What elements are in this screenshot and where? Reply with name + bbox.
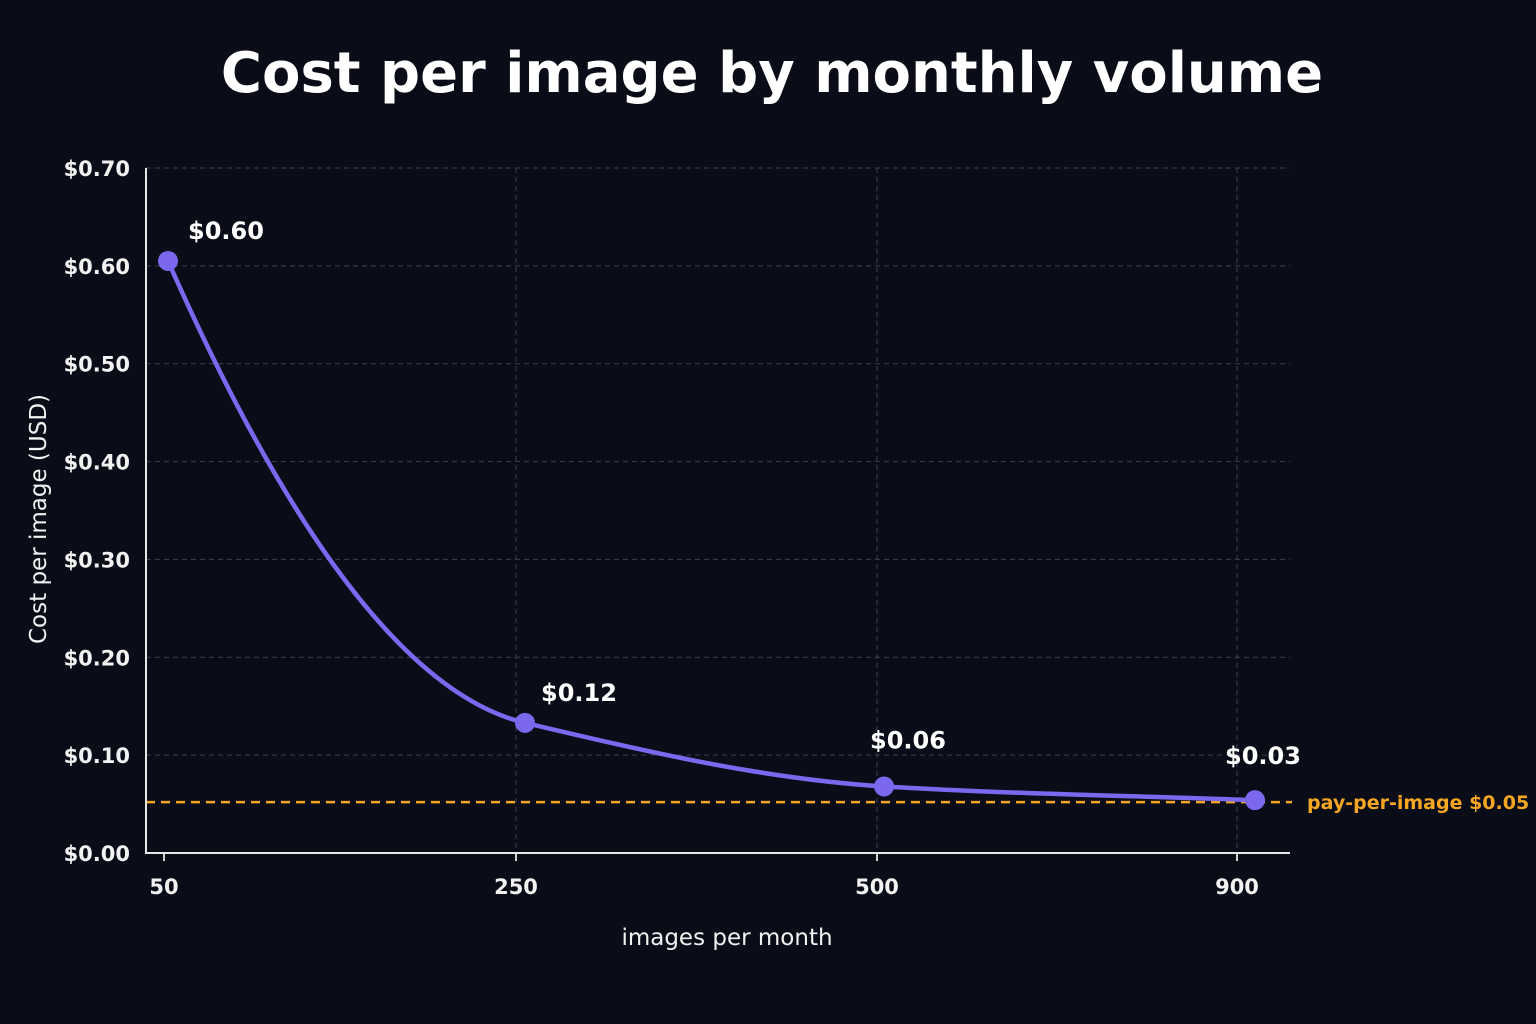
data-label: $0.03	[1225, 742, 1301, 770]
x-tick-label: 900	[1215, 875, 1259, 899]
data-point	[515, 712, 535, 733]
y-tick-label: $0.40	[64, 451, 130, 475]
x-tick-label: 250	[494, 875, 538, 899]
y-tick-label: $0.30	[64, 548, 130, 572]
series-line	[165, 258, 1258, 803]
grid	[146, 167, 1290, 853]
chart-title: Cost per image by monthly volume	[221, 41, 1323, 106]
data-point	[1245, 790, 1265, 811]
data-label: $0.06	[870, 726, 946, 754]
x-tick-label: 50	[149, 875, 178, 899]
y-axis-label: Cost per image (USD)	[26, 394, 52, 644]
reference-line-group: pay-per-image $0.05	[146, 792, 1529, 814]
data-point	[158, 250, 178, 271]
x-tick-label: 500	[855, 875, 899, 899]
x-axis-label: images per month	[621, 925, 832, 951]
y-tick-label: $0.10	[64, 744, 130, 768]
y-tick-label: $0.70	[64, 157, 130, 181]
y-tick-label: $0.00	[64, 842, 130, 866]
axes: $0.00 $0.10 $0.20 $0.30 $0.40 $0.50 $0.60 $0.70…	[64, 157, 1290, 899]
y-tick-label: $0.20	[64, 646, 130, 670]
data-label: $0.12	[541, 679, 617, 707]
series-layer: $0.60 $0.12 $0.06 $0.03	[158, 217, 1301, 811]
reference-line-label: pay-per-image $0.05	[1307, 792, 1529, 814]
y-tick-label: $0.60	[64, 255, 130, 279]
data-label: $0.60	[188, 217, 264, 245]
data-point	[874, 776, 894, 797]
y-tick-label: $0.50	[64, 353, 130, 377]
